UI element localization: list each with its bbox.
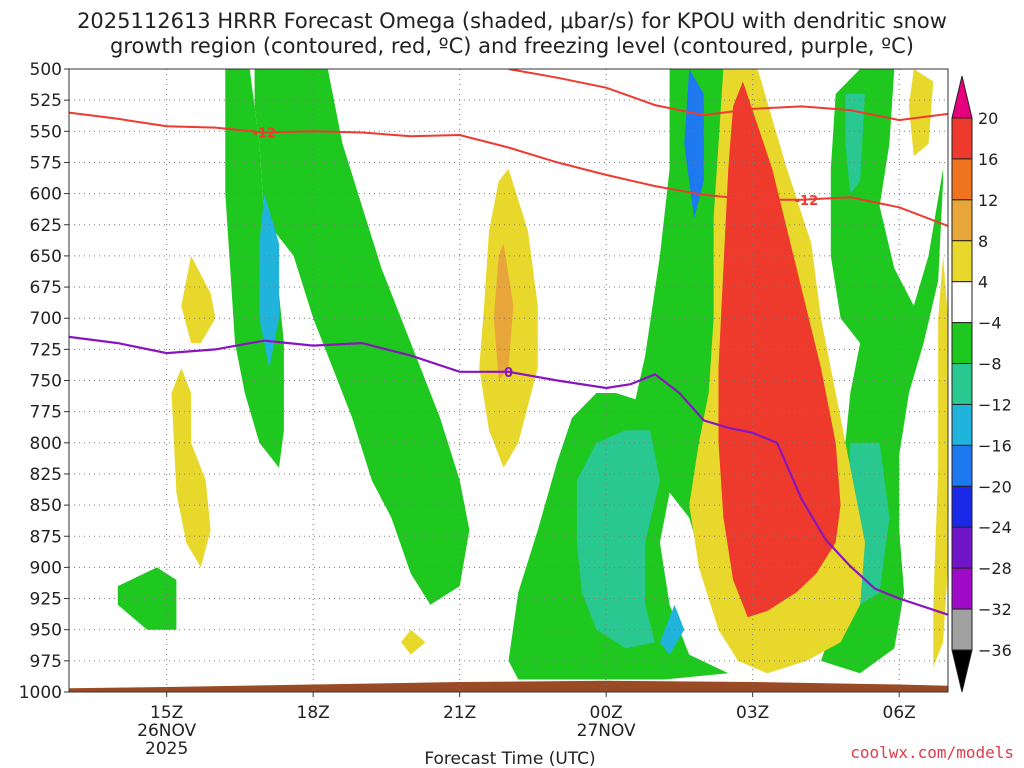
contour-layer: -12 -12 0 — [69, 69, 948, 616]
dgz-contour-label-a: -12 — [253, 127, 277, 142]
omega-region-12 — [171, 368, 211, 568]
y-tick-label-675: 675 — [30, 278, 62, 298]
x-tick-label-15Z: 15Z — [150, 703, 183, 723]
colorbar-label-3: 8 — [978, 232, 988, 251]
colorbar-cap-top — [951, 75, 973, 119]
y-tick-label-750: 750 — [30, 372, 62, 392]
omega-region-0 — [254, 69, 470, 605]
colorbar-label-11: −28 — [978, 559, 1012, 578]
y-tick-label-800: 800 — [30, 434, 62, 454]
y-tick-label-625: 625 — [30, 216, 62, 236]
y-axis: 500 525 550 575 600 625 650 675 700 725 750 775 800 8… — [19, 60, 69, 703]
x-tick-label-21Z: 21Z — [443, 703, 476, 723]
colorbar-label-10: −24 — [978, 518, 1012, 537]
y-tick-label-575: 575 — [30, 153, 62, 173]
chart-title-line1: 2025112613 HRRR Forecast Omega (shaded, … — [77, 9, 947, 33]
x-year-label: 2025 — [145, 739, 188, 759]
colorbar-band-3 — [951, 240, 973, 283]
y-tick-label-700: 700 — [30, 309, 62, 329]
x-tick-label-18Z: 18Z — [297, 703, 330, 723]
colorbar-band-8 — [951, 444, 973, 487]
colorbar-label-7: −12 — [978, 395, 1012, 414]
dgz-contour-label-b: -12 — [795, 194, 819, 209]
colorbar-label-8: −16 — [978, 436, 1012, 455]
colorbar-band-1 — [951, 158, 973, 201]
ground-surface — [69, 680, 948, 692]
omega-region-7 — [845, 93, 865, 194]
colorbar-label-0: 20 — [978, 109, 998, 128]
omega-region-18 — [684, 69, 704, 219]
x-date-label-26NOV: 26NOV — [137, 721, 196, 741]
y-tick-label-875: 875 — [30, 527, 62, 547]
chart-title-line2: growth region (contoured, red, ºC) and f… — [110, 34, 914, 58]
omega-region-17 — [259, 193, 279, 368]
colorbar-band-2 — [951, 199, 973, 242]
colorbar-band-12 — [951, 608, 973, 651]
colorbar-band-10 — [951, 526, 973, 569]
colorbar-label-4: 4 — [978, 273, 988, 292]
colorbar-label-9: −20 — [978, 477, 1012, 496]
y-tick-label-850: 850 — [30, 496, 62, 516]
omega-region-1 — [225, 69, 284, 468]
omega-region-19 — [659, 604, 685, 655]
x-axis-title: Forecast Time (UTC) — [424, 749, 595, 768]
y-tick-label-1000: 1000 — [19, 683, 62, 703]
omega-region-13 — [181, 255, 216, 344]
y-tick-label-725: 725 — [30, 340, 62, 360]
omega-region-16 — [933, 255, 948, 668]
dgz-contour-0 — [69, 111, 948, 227]
colorbar: 20 16 12 8 4 −4 −8 −12 −16 −20 −24 −28 −32 −36 — [951, 75, 1012, 693]
omega-region-4 — [576, 430, 660, 649]
colorbar-band-11 — [951, 567, 973, 610]
x-date-label-27NOV: 27NOV — [577, 721, 636, 741]
omega-region-11 — [493, 243, 514, 381]
freezing-level-contour — [69, 335, 948, 616]
ground-layer — [69, 680, 948, 692]
colorbar-label-12: −32 — [978, 600, 1012, 619]
x-tick-label-03Z: 03Z — [736, 703, 769, 723]
omega-region-2 — [117, 567, 177, 630]
colorbar-band-9 — [951, 485, 973, 528]
y-tick-label-775: 775 — [30, 403, 62, 423]
credit-text: coolwx.com/models — [850, 743, 1014, 762]
y-tick-label-975: 975 — [30, 652, 62, 672]
colorbar-band-5 — [951, 322, 973, 365]
dgz-contour-1 — [508, 69, 948, 122]
y-tick-label-950: 950 — [30, 621, 62, 641]
y-tick-label-525: 525 — [30, 91, 62, 111]
y-tick-label-825: 825 — [30, 465, 62, 485]
colorbar-band-4 — [951, 281, 973, 324]
colorbar-label-6: −8 — [978, 355, 1002, 374]
x-tick-label-00Z: 00Z — [590, 703, 623, 723]
y-tick-label-550: 550 — [30, 122, 62, 142]
omega-region-14 — [401, 629, 426, 655]
omega-shading-layer — [117, 69, 948, 680]
colorbar-label-1: 16 — [978, 150, 998, 169]
colorbar-band-0 — [951, 117, 973, 160]
colorbar-cap-bottom — [951, 649, 973, 693]
colorbar-label-5: −4 — [978, 314, 1002, 333]
colorbar-band-7 — [951, 403, 973, 446]
freezing-contour-label: 0 — [504, 366, 513, 381]
y-tick-label-600: 600 — [30, 185, 62, 205]
y-tick-label-925: 925 — [30, 590, 62, 610]
x-tick-label-06Z: 06Z — [883, 703, 916, 723]
omega-region-15 — [908, 69, 934, 157]
colorbar-band-6 — [951, 363, 973, 405]
y-tick-label-900: 900 — [30, 558, 62, 578]
y-tick-label-650: 650 — [30, 247, 62, 267]
colorbar-label-2: 12 — [978, 191, 998, 210]
y-tick-label-500: 500 — [30, 60, 62, 80]
colorbar-label-13: −36 — [978, 641, 1012, 660]
